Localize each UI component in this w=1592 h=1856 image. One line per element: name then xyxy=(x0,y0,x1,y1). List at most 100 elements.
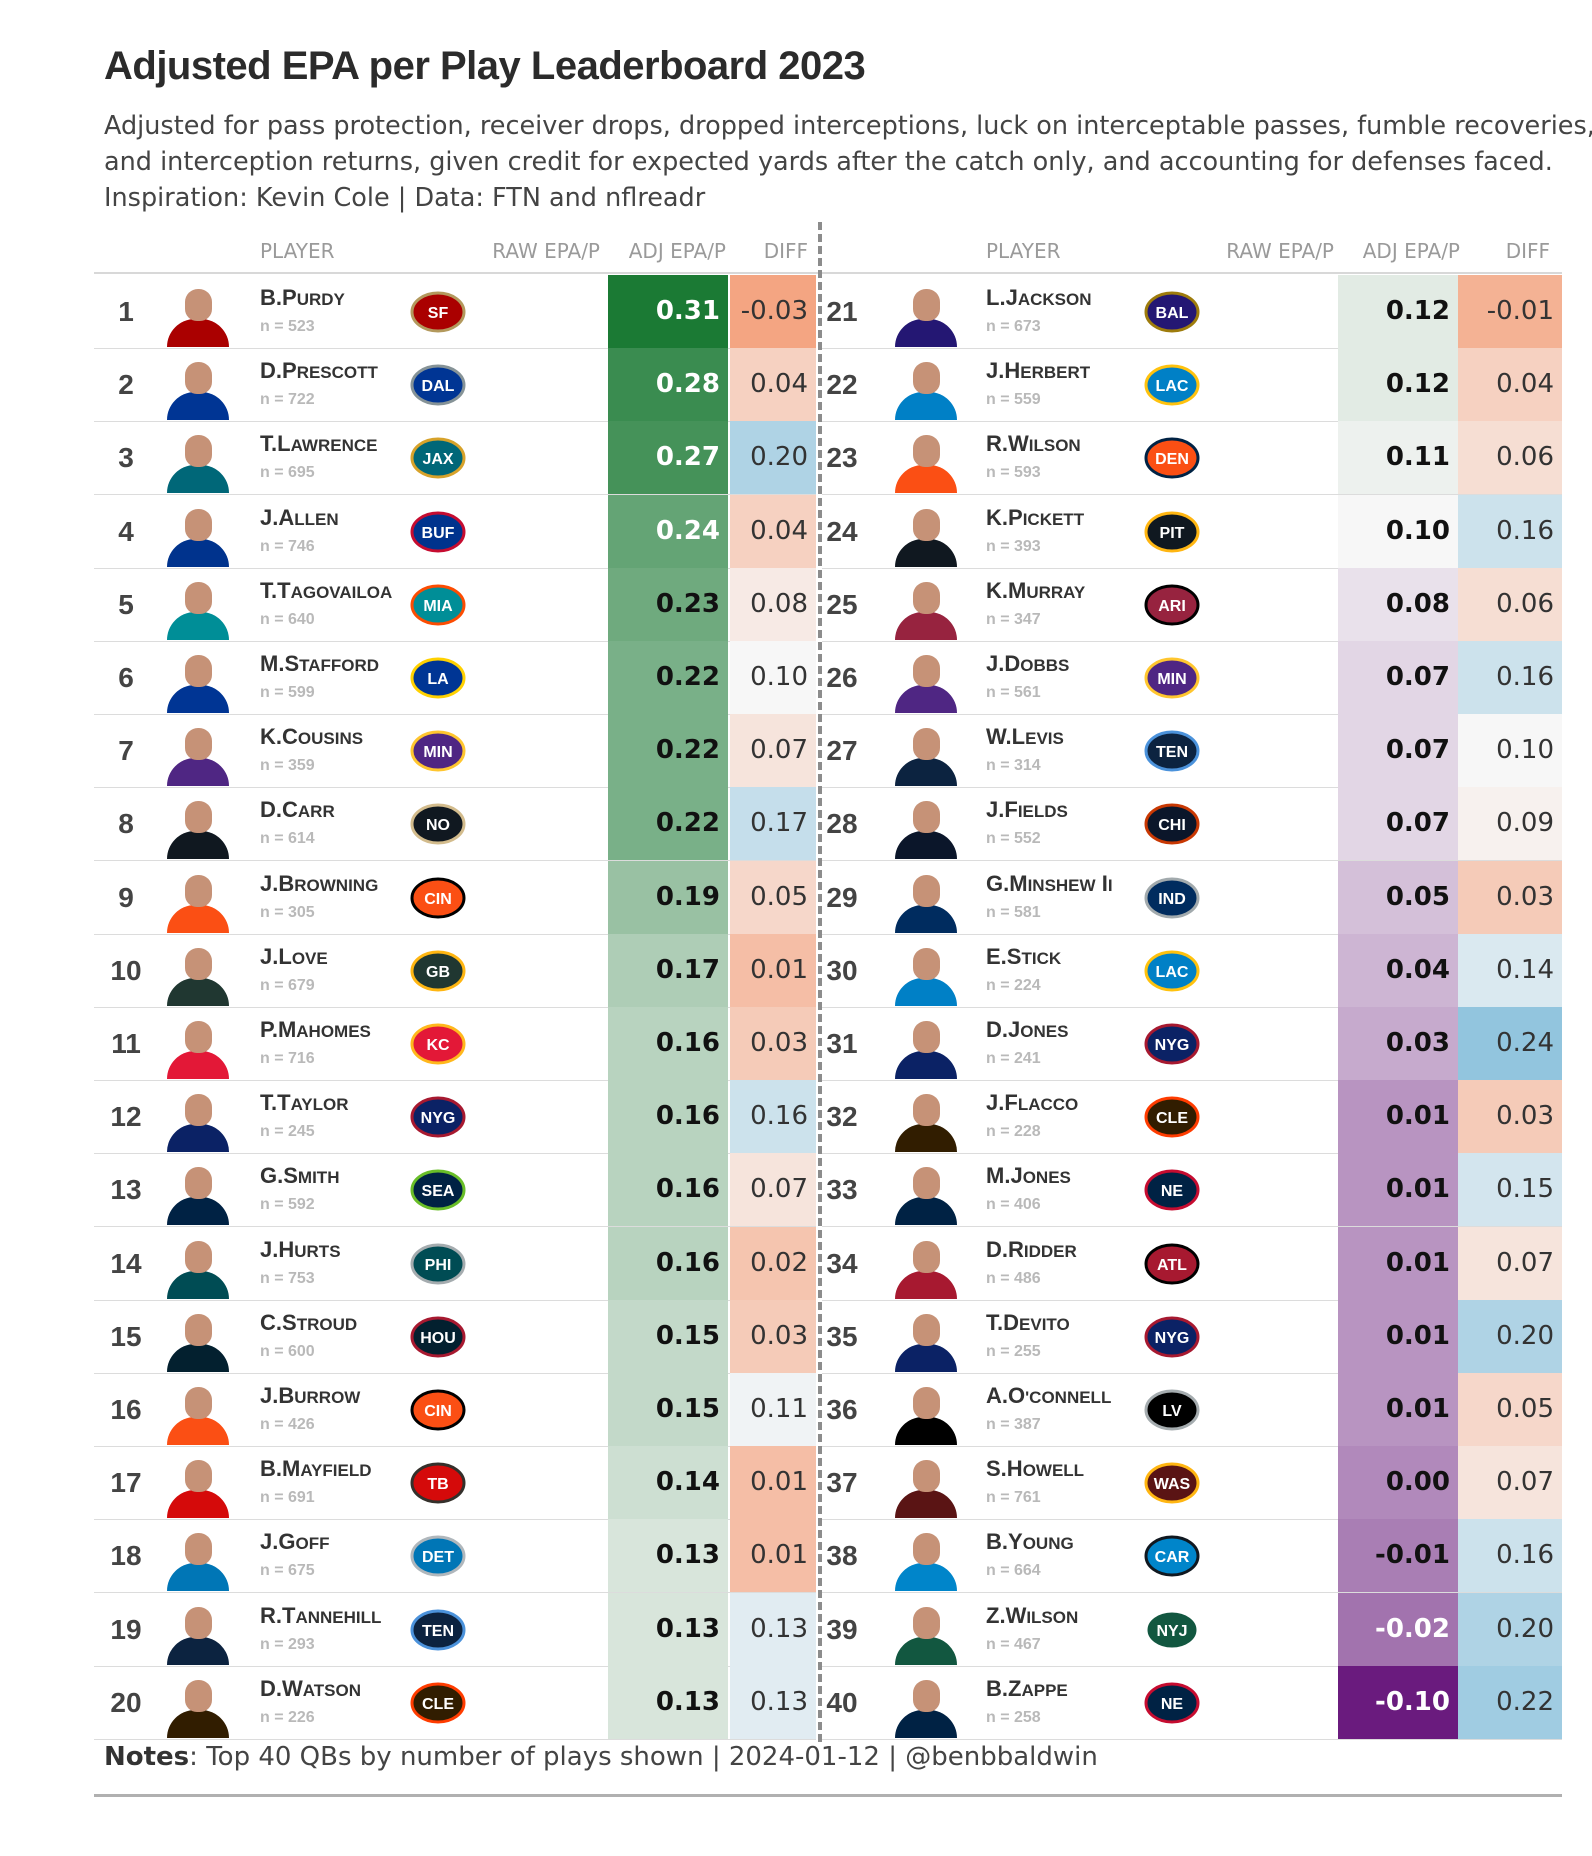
diff-cell: 0.10 xyxy=(1458,714,1562,788)
player-name-text: J.DOBBS xyxy=(986,651,1069,676)
player-headshot xyxy=(164,1527,232,1592)
play-count: n = 228 xyxy=(986,1123,1041,1141)
team-logo-shape xyxy=(410,877,466,919)
player-name: L.JACKSON xyxy=(986,285,1091,313)
row-divider xyxy=(822,714,1562,715)
adj-epa-cell: -0.10 xyxy=(1338,1665,1458,1739)
play-count: n = 599 xyxy=(260,684,315,701)
headshot-face xyxy=(913,1533,940,1566)
name-initial: J. xyxy=(260,870,279,896)
player-headshot xyxy=(892,1161,960,1226)
player-headshot xyxy=(164,1235,232,1299)
player-headshot xyxy=(164,429,232,494)
rank-cell: 37 xyxy=(826,1467,858,1499)
team-logo-label: LA xyxy=(427,671,449,688)
team-logo-icon: MIN xyxy=(1144,657,1200,699)
row-divider xyxy=(822,1006,1562,1008)
team-logo-shape xyxy=(1144,364,1200,406)
name-cap: S xyxy=(284,651,300,676)
player-name: J.BROWNING xyxy=(260,871,378,899)
play-count: n = 722 xyxy=(260,391,315,409)
adj-epa-cell: 0.12 xyxy=(1338,348,1458,422)
name-cap: P xyxy=(1008,504,1023,530)
name-cap: Z xyxy=(1008,1675,1022,1701)
team-logo-shape xyxy=(410,291,466,333)
player-name: D.RIDDER xyxy=(986,1237,1077,1265)
diff-cell: 0.22 xyxy=(1458,1665,1562,1739)
play-count: n = 393 xyxy=(986,537,1041,555)
team-logo-label: BAL xyxy=(1156,305,1189,322)
name-initial: J. xyxy=(260,504,279,530)
team-logo-icon: DEN xyxy=(1144,437,1200,479)
name-cap: W xyxy=(282,1675,303,1701)
play-count: n = 673 xyxy=(986,318,1041,335)
team-logo-shape xyxy=(1144,291,1200,333)
name-small: MITH xyxy=(297,1168,340,1188)
team-logo-icon: MIN xyxy=(410,730,466,772)
row-divider xyxy=(94,1372,816,1374)
team-logo-shape xyxy=(410,1535,466,1577)
row-divider xyxy=(822,933,1562,935)
row-divider xyxy=(94,714,816,715)
adj-epa-cell: 0.19 xyxy=(608,860,728,934)
player-headshot xyxy=(164,869,232,933)
rank-cell: 38 xyxy=(826,1540,858,1572)
headshot-face xyxy=(185,655,212,687)
team-logo-label: ATL xyxy=(1157,1257,1187,1274)
rank-cell: 18 xyxy=(110,1540,142,1572)
team-logo-shape xyxy=(410,1316,466,1358)
adj-epa-cell: 0.01 xyxy=(1338,1299,1458,1373)
player-name: J.ALLEN xyxy=(260,505,339,533)
rank-cell: 26 xyxy=(826,662,858,693)
player-name: W.LEVIS xyxy=(986,724,1064,752)
player-headshot xyxy=(164,576,232,640)
adj-epa-cell: 0.16 xyxy=(608,1007,728,1080)
team-logo-shape xyxy=(410,657,466,699)
headshot-face xyxy=(185,1387,212,1419)
player-name-text: K.PICKETT xyxy=(986,505,1084,530)
headshot-jersey xyxy=(895,1709,957,1738)
team-logo-shape xyxy=(410,803,466,845)
diff-cell: 0.01 xyxy=(730,933,816,1007)
adj-epa-cell: 0.24 xyxy=(608,494,728,568)
player-name: J.FIELDS xyxy=(986,797,1068,825)
adj-epa-cell: 0.13 xyxy=(608,1665,728,1739)
player-name: J.DOBBS xyxy=(986,651,1069,679)
headshot-face xyxy=(185,1606,212,1639)
headshot-jersey xyxy=(895,611,957,640)
play-count: n = 347 xyxy=(986,610,1041,628)
team-logo-icon: BAL xyxy=(1144,291,1200,333)
player-name-text: E.STICK xyxy=(986,944,1061,969)
player-name: B.PURDY xyxy=(260,285,345,313)
player-name: Z.WILSON xyxy=(986,1603,1078,1631)
name-cap: L xyxy=(277,431,291,457)
name-initial: R. xyxy=(986,431,1008,457)
player-headshot xyxy=(892,503,960,567)
play-count: n = 293 xyxy=(260,1635,315,1653)
play-count: n = 359 xyxy=(260,757,315,775)
row-divider xyxy=(822,1372,1562,1374)
header-player-right: PLAYER xyxy=(986,239,1061,263)
player-name: D.CARR xyxy=(260,797,335,825)
player-name-text: D.JONES xyxy=(986,1017,1068,1042)
headshot-face xyxy=(185,581,212,614)
name-cap: F xyxy=(1004,1090,1018,1116)
name-initial: J. xyxy=(986,797,1005,823)
team-logo-label: NE xyxy=(1161,1696,1184,1713)
player-name-text: J.GOFF xyxy=(260,1529,329,1554)
team-logo-label: TEN xyxy=(422,1623,454,1640)
row-divider xyxy=(94,787,816,789)
headshot-jersey xyxy=(167,758,229,787)
headshot-jersey xyxy=(895,1124,957,1153)
name-cap: S xyxy=(283,1163,298,1189)
team-logo-icon: IND xyxy=(1144,877,1200,919)
rank-cell: 3 xyxy=(118,442,134,474)
